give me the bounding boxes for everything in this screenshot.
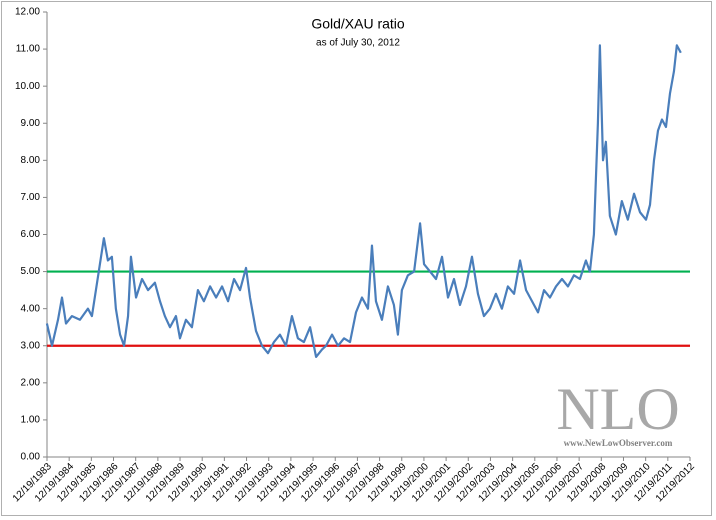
watermark-logo: NLO (556, 376, 679, 442)
y-tick-label: 5.00 (21, 266, 41, 277)
y-tick-label: 9.00 (21, 118, 41, 129)
y-tick-label: 2.00 (21, 377, 41, 388)
y-tick-label: 11.00 (16, 44, 41, 55)
y-tick-label: 3.00 (21, 340, 41, 351)
y-tick-label: 4.00 (21, 303, 41, 314)
chart-subtitle: as of July 30, 2012 (316, 38, 400, 49)
y-tick-label: 7.00 (21, 192, 41, 203)
y-tick-label: 6.00 (21, 229, 41, 240)
y-tick-label: 12.00 (15, 7, 40, 18)
chart-title: Gold/XAU ratio (311, 16, 405, 32)
y-tick-label: 1.00 (21, 415, 41, 426)
y-tick-label: 10.00 (15, 81, 40, 92)
data-line (45, 44, 682, 358)
watermark-url: www.NewLowObserver.com (564, 438, 673, 448)
y-tick-label: 0.00 (21, 452, 41, 463)
y-tick-label: 8.00 (21, 155, 41, 166)
